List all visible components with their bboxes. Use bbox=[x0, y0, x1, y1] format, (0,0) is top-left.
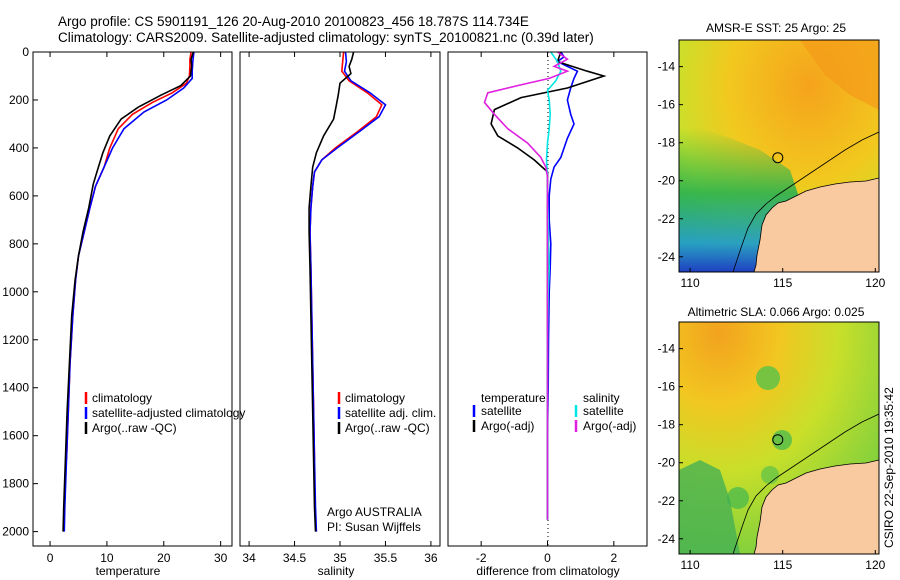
credit-stamp: CSIRO 22-Sep-2010 19:35:42 bbox=[882, 387, 896, 548]
sst-map-title: AMSR-E SST: 25 Argo: 25 bbox=[706, 21, 846, 35]
y-tick-label: -20 bbox=[658, 456, 676, 470]
y-tick-label: 1400 bbox=[2, 381, 29, 395]
legend-label-argo: Argo(..raw -QC) bbox=[92, 421, 177, 435]
y-tick-label: 1800 bbox=[2, 477, 29, 491]
x-tick-label: 120 bbox=[865, 558, 885, 572]
legend-label-s-argo: Argo(-adj) bbox=[583, 419, 636, 433]
argo-float-marker bbox=[772, 434, 784, 446]
x-tick-label: 110 bbox=[681, 558, 700, 572]
figure-title-line2: Climatology: CARS2009. Satellite-adjuste… bbox=[58, 30, 594, 45]
difference-legend: temperature satellite Argo(-adj) salinit… bbox=[472, 391, 636, 433]
argo-float-marker bbox=[772, 152, 784, 164]
y-tick-label: 1200 bbox=[2, 333, 29, 347]
series-line bbox=[545, 51, 562, 520]
y-tick-label: -16 bbox=[658, 380, 676, 394]
sla-map: Altimetric SLA: 0.066 Argo: 0.025 110 115… bbox=[658, 305, 886, 572]
y-tick-label: -22 bbox=[658, 494, 676, 508]
salinity-axis-label: salinity bbox=[318, 564, 355, 578]
y-tick-label: -18 bbox=[658, 418, 676, 432]
shelf-contour bbox=[732, 131, 879, 272]
y-tick-label: 2000 bbox=[2, 525, 29, 539]
legend-heading-temperature: temperature bbox=[481, 391, 546, 405]
temperature-axis-label: temperature bbox=[96, 564, 161, 578]
x-tick-label: -2 bbox=[476, 551, 487, 565]
sst-map: AMSR-E SST: 25 Argo: 25 110 115 120 -14 -16… bbox=[658, 21, 886, 290]
coastline-land bbox=[753, 177, 879, 272]
legend-label-climatology: climatology bbox=[345, 391, 405, 405]
sla-map-title: Altimetric SLA: 0.066 Argo: 0.025 bbox=[688, 305, 865, 319]
salinity-legend: climatology satellite adj. clim. Argo(..… bbox=[337, 391, 436, 435]
y-tick-label: -18 bbox=[658, 136, 676, 150]
y-tick-label: -24 bbox=[658, 250, 676, 264]
y-tick-label: 0 bbox=[22, 45, 29, 59]
coastline-land bbox=[753, 459, 879, 554]
y-tick-label: 200 bbox=[9, 93, 29, 107]
legend-label-t-satellite: satellite bbox=[481, 404, 522, 418]
float-owner-note: Argo AUSTRALIA bbox=[327, 505, 422, 519]
x-tick-label: 0 bbox=[47, 551, 54, 565]
y-tick-label: 1000 bbox=[2, 285, 29, 299]
x-tick-label: 0 bbox=[544, 551, 551, 565]
temperature-legend: climatology satellite-adjusted climatolo… bbox=[84, 391, 245, 435]
y-tick-label: -24 bbox=[658, 532, 676, 546]
series-line bbox=[483, 51, 570, 520]
legend-heading-salinity: salinity bbox=[583, 391, 620, 405]
series-line bbox=[308, 51, 355, 532]
sla-eddy bbox=[727, 487, 749, 509]
x-tick-label: 30 bbox=[214, 551, 228, 565]
temperature-panel: 0 10 20 30 0 200 400 600 800 1000 1200 1400 1600 180… bbox=[2, 45, 245, 578]
difference-panel: -2 0 2 difference from climatology tempera… bbox=[447, 51, 648, 578]
x-tick-label: 115 bbox=[773, 276, 792, 290]
salinity-panel: 34 34.5 35 35.5 36 salinity climatology sate… bbox=[239, 51, 441, 578]
x-tick-label: 2 bbox=[610, 551, 617, 565]
x-tick-label: 34.5 bbox=[283, 551, 307, 565]
principal-investigator-note: PI: Susan Wijffels bbox=[327, 520, 421, 534]
y-tick-label: 1600 bbox=[2, 429, 29, 443]
y-tick-label: -16 bbox=[658, 98, 676, 112]
legend-label-s-satellite: satellite bbox=[583, 404, 624, 418]
y-tick-label: -14 bbox=[658, 342, 676, 356]
x-tick-label: 120 bbox=[865, 276, 885, 290]
y-tick-label: -20 bbox=[658, 174, 676, 188]
y-tick-label: 400 bbox=[9, 141, 29, 155]
x-tick-label: 36 bbox=[424, 551, 438, 565]
legend-label-satellite: satellite adj. clim. bbox=[345, 406, 436, 420]
legend-label-satellite: satellite-adjusted climatology bbox=[92, 406, 245, 420]
series-line bbox=[309, 51, 387, 532]
sla-eddy bbox=[756, 366, 780, 390]
sla-eddy bbox=[772, 430, 792, 450]
sst-warm-core bbox=[800, 40, 879, 110]
legend-label-climatology: climatology bbox=[92, 391, 152, 405]
y-tick-label: 600 bbox=[9, 189, 29, 203]
sla-low bbox=[679, 460, 740, 554]
y-tick-label: -14 bbox=[658, 60, 676, 74]
x-tick-label: 10 bbox=[100, 551, 114, 565]
figure-title-line1: Argo profile: CS 5901191_126 20-Aug-2010… bbox=[58, 14, 529, 29]
x-tick-label: 35.5 bbox=[374, 551, 398, 565]
y-tick-label: 800 bbox=[9, 237, 29, 251]
x-tick-label: 110 bbox=[681, 276, 700, 290]
y-tick-label: -22 bbox=[658, 212, 676, 226]
x-tick-label: 34 bbox=[242, 551, 256, 565]
legend-label-argo: Argo(..raw -QC) bbox=[345, 421, 430, 435]
difference-axis-label: difference from climatology bbox=[476, 564, 619, 578]
series-line bbox=[62, 51, 195, 532]
sla-eddy bbox=[761, 466, 779, 484]
shelf-contour bbox=[732, 413, 879, 554]
series-line bbox=[63, 51, 195, 532]
x-tick-label: 115 bbox=[773, 558, 792, 572]
series-line bbox=[546, 51, 579, 520]
legend-label-t-argo: Argo(-adj) bbox=[481, 419, 534, 433]
x-tick-label: 20 bbox=[157, 551, 171, 565]
x-tick-label: 35 bbox=[333, 551, 347, 565]
